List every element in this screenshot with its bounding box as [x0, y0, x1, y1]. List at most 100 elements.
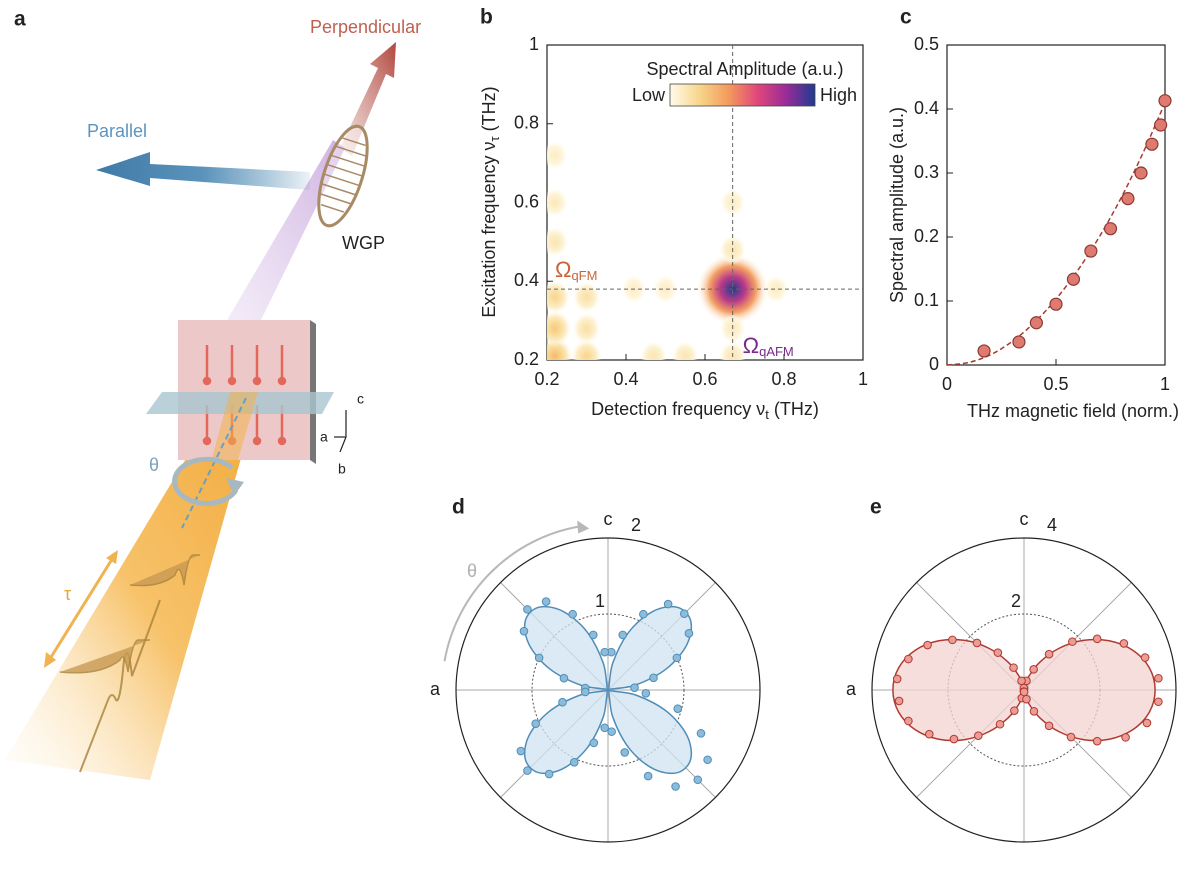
heatmap-cell [547, 141, 567, 170]
data-point [924, 729, 934, 739]
data-point [1012, 335, 1026, 349]
colorbar-low: Low [632, 85, 666, 105]
data-point [1158, 94, 1172, 108]
heatmap-cell [719, 341, 746, 360]
r-grid [871, 537, 1177, 843]
r-grid [455, 537, 761, 843]
data-point [1154, 673, 1163, 683]
y-tick-label: 1 [529, 34, 539, 54]
plot-frame [946, 44, 1166, 366]
heatmap-cell [547, 226, 569, 257]
data-point [684, 629, 694, 638]
data-point [923, 640, 932, 650]
data-point [1029, 707, 1039, 716]
data-point [618, 630, 628, 640]
data-point [523, 605, 532, 614]
x-tick-label: 0.4 [613, 369, 638, 389]
data-point [1084, 244, 1098, 258]
data-point [904, 654, 913, 664]
data-point [589, 738, 599, 748]
data-point [1119, 639, 1129, 648]
x-tick-label: 0.5 [1043, 374, 1068, 394]
angle-label: a [430, 679, 441, 699]
y-tick-label: 0.6 [514, 191, 539, 211]
y-axis-label-part: (THz) [479, 86, 499, 131]
data-point [904, 716, 913, 726]
wgp [317, 124, 369, 228]
data-point [1140, 653, 1150, 662]
arrow-head [577, 520, 590, 534]
crystal-axes [334, 410, 347, 453]
arrow-head [44, 652, 56, 668]
schematic: Perpendicular Parallel WGP θ τ c a b [5, 17, 421, 780]
angle-label: c [604, 509, 613, 529]
data-point [1029, 316, 1043, 330]
data-point [531, 719, 540, 729]
data-point [544, 769, 554, 779]
colorbar [669, 83, 816, 107]
heatmap-cell [764, 275, 789, 304]
x-axis-label-part: t [765, 407, 769, 422]
x-axis-label-part: (THz) [774, 399, 819, 419]
data-point [1121, 733, 1130, 742]
data-point [620, 748, 630, 757]
rotation-label: θ [467, 561, 477, 581]
data-point [1010, 706, 1019, 715]
pulse [59, 639, 150, 674]
data-point [580, 687, 590, 697]
x-tick-label: 1 [858, 369, 868, 389]
r-tick-label: 4 [1047, 515, 1057, 535]
heatmap-cell [572, 312, 601, 345]
data-point [663, 599, 673, 609]
data-point [1029, 665, 1038, 674]
x-tick-label: 0.6 [692, 369, 717, 389]
y-axis-label-part: τ [487, 136, 502, 142]
delay-arrow [46, 555, 116, 663]
y-tick-label: 0 [929, 354, 939, 374]
angle-label: a [846, 679, 857, 699]
parallel-label: Parallel [87, 121, 147, 141]
heatmap-cell [640, 341, 667, 360]
data-point [1142, 718, 1152, 728]
data-point [568, 609, 577, 619]
data-point [1154, 697, 1163, 707]
parallel-arrow [96, 152, 310, 190]
heatmap-cells [547, 141, 789, 360]
data-point [559, 673, 569, 683]
x-tick-label: 0 [942, 374, 952, 394]
y-tick-label: 0.2 [914, 226, 939, 246]
data-point [639, 609, 648, 619]
data-point [523, 766, 532, 775]
data-point [1145, 137, 1159, 151]
data-point [696, 729, 706, 738]
probe-beam [226, 140, 345, 322]
data-point [607, 727, 616, 736]
data-point [588, 630, 598, 640]
data-point [995, 719, 1005, 729]
data-point [1019, 687, 1029, 697]
data-point [558, 697, 567, 707]
panel-label: b [480, 6, 493, 29]
angle-label: c [1020, 509, 1029, 529]
data-point [1103, 222, 1118, 236]
data-point [1092, 736, 1102, 746]
panel-label: d [452, 496, 465, 519]
data-point [993, 648, 1003, 657]
perpendicular-label: Perpendicular [310, 17, 421, 37]
pump-beam [5, 392, 258, 780]
annotation-part: Ω [555, 257, 571, 282]
data-point [1154, 118, 1168, 132]
fit-curve [523, 605, 693, 775]
data-point [1022, 694, 1031, 704]
data-point [672, 653, 682, 663]
y-tick-label: 0.8 [514, 113, 539, 133]
colorbar-high: High [820, 85, 857, 105]
axis-b: b [338, 461, 346, 477]
arrow-head [226, 478, 244, 496]
theta-label: θ [149, 455, 159, 475]
rotation-axis [181, 397, 247, 529]
data-point [600, 723, 609, 733]
x-axis-label-part: Detection frequency ν [591, 399, 765, 419]
